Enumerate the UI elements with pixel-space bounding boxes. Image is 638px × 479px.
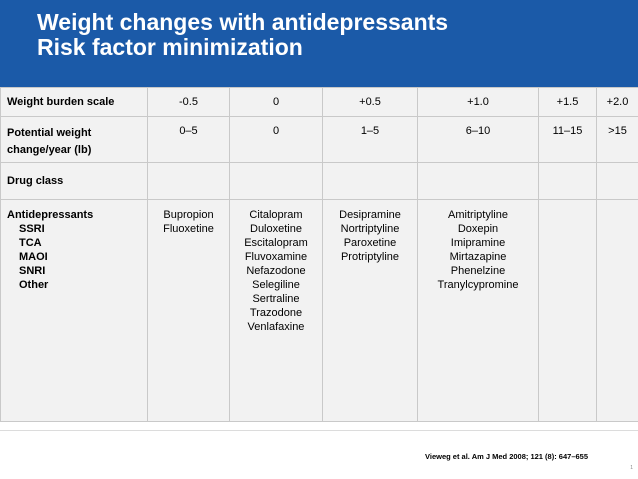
drug-list-cell: Amitriptyline Doxepin Imipramine Mirtazapin… (417, 199, 539, 422)
table-row-weight-burden: Weight burden scale -0.5 0 +0.5 +1.0 +1.… (0, 87, 638, 117)
drug-name: Amitriptyline (448, 209, 508, 221)
drug-list-cell: Citalopram Duloxetine Escitalopram Fluvoxam… (229, 199, 323, 422)
antidepressants-label: Antidepressants (7, 209, 94, 221)
table-cell: 0–5 (147, 116, 230, 163)
drug-name: Paroxetine (343, 237, 397, 249)
subclass-label: SNRI (19, 265, 46, 277)
table-cell: -0.5 (147, 87, 230, 117)
drug-name: Mirtazapine (449, 251, 507, 263)
page-number: 1 (630, 465, 633, 471)
drug-name: Nefazodone (246, 265, 306, 277)
drug-name: Selegiline (252, 279, 300, 291)
subclass-label: MAOI (19, 251, 48, 263)
slide-title: Weight changes with antidepressants Risk… (37, 10, 448, 60)
title-line-2: Risk factor minimization (37, 34, 303, 60)
subclass-label: TCA (19, 237, 42, 249)
table-cell: 1–5 (322, 116, 418, 163)
table-cell (417, 162, 539, 200)
title-banner: Weight changes with antidepressants Risk… (0, 0, 638, 87)
drug-name: Protriptyline (340, 251, 400, 263)
title-line-1: Weight changes with antidepressants (37, 9, 449, 35)
table-cell: +1.5 (538, 87, 597, 117)
drug-name: Fluvoxamine (244, 251, 308, 263)
drug-name: Imipramine (450, 237, 506, 249)
table-cell: 0 (229, 87, 323, 117)
table-row-drug-class: Drug class (0, 162, 638, 200)
table-cell: >15 (596, 116, 638, 163)
table-cell: 0 (229, 116, 323, 163)
table-cell: +1.0 (417, 87, 539, 117)
drug-name: Duloxetine (250, 223, 302, 235)
table-row-potential-change: Potential weight change/year (lb) 0–5 0 … (0, 116, 638, 163)
drug-name: Venlafaxine (247, 321, 305, 333)
row-label: Potential weight change/year (lb) (0, 116, 148, 163)
table-cell: 6–10 (417, 116, 539, 163)
drug-name: Citalopram (249, 209, 303, 221)
row-label: Weight burden scale (0, 87, 148, 117)
subclass-label: Other (19, 279, 49, 291)
drug-list-cell (538, 199, 597, 422)
citation: Vieweg et al. Am J Med 2008; 121 (8): 64… (425, 452, 589, 461)
footer-divider (0, 430, 638, 431)
drug-list-cell: Bupropion Fluoxetine (147, 199, 230, 422)
table-cell (147, 162, 230, 200)
drug-name: Phenelzine (450, 265, 506, 277)
row-label-antidepressants: Antidepressants SSRI TCA MAOI SNRI Other (0, 199, 148, 422)
drug-list-cell (596, 199, 638, 422)
drug-name: Desipramine (339, 209, 401, 221)
drug-name: Sertraline (252, 293, 300, 305)
drug-name: Bupropion (163, 209, 214, 221)
drug-name: Fluoxetine (163, 223, 214, 235)
table-cell (322, 162, 418, 200)
table-cell: +0.5 (322, 87, 418, 117)
table-cell: +2.0 (596, 87, 638, 117)
row-label: Drug class (0, 162, 148, 200)
table-cell (596, 162, 638, 200)
drug-name: Doxepin (457, 223, 499, 235)
drug-list-cell: Desipramine Nortriptyline Paroxetine Protri… (322, 199, 418, 422)
table-cell (229, 162, 323, 200)
drug-name: Trazodone (249, 307, 303, 319)
drug-name: Escitalopram (244, 237, 308, 249)
drug-name: Nortriptyline (340, 223, 400, 235)
table-row-antidepressants: Antidepressants SSRI TCA MAOI SNRI Other… (0, 199, 638, 422)
drug-name: Tranylcypromine (437, 279, 519, 291)
subclass-label: SSRI (19, 223, 45, 235)
table-cell (538, 162, 597, 200)
table-cell: 11–15 (538, 116, 597, 163)
weight-change-table: Weight burden scale -0.5 0 +0.5 +1.0 +1.… (0, 87, 638, 422)
